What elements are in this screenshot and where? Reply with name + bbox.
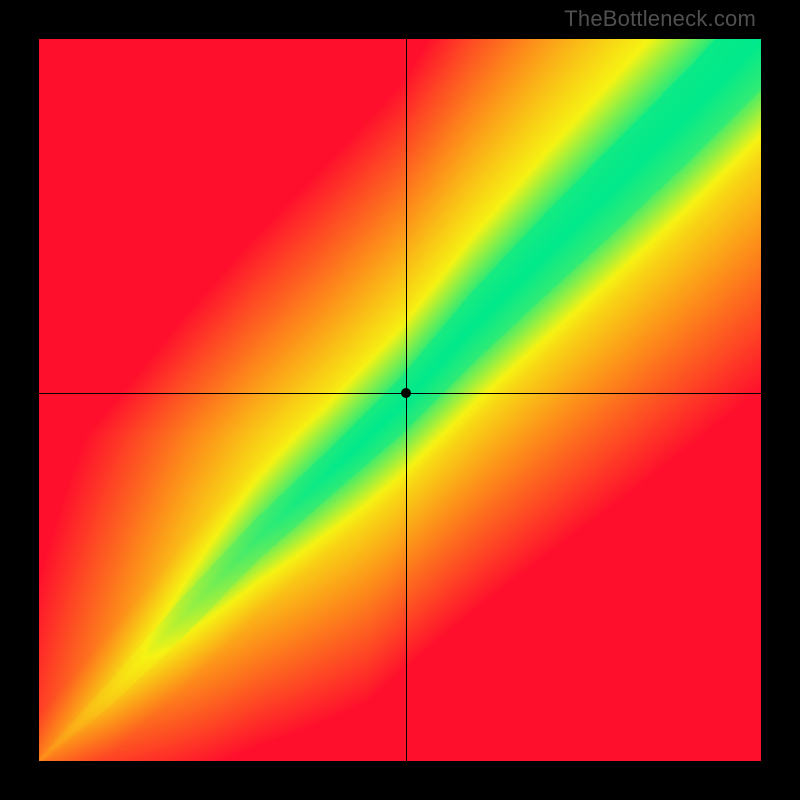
- crosshair-vertical: [406, 39, 407, 761]
- plot-area: [39, 39, 761, 761]
- heatmap-canvas: [39, 39, 761, 761]
- watermark-text: TheBottleneck.com: [564, 6, 756, 32]
- crosshair-marker-dot: [401, 388, 411, 398]
- crosshair-horizontal: [39, 393, 761, 394]
